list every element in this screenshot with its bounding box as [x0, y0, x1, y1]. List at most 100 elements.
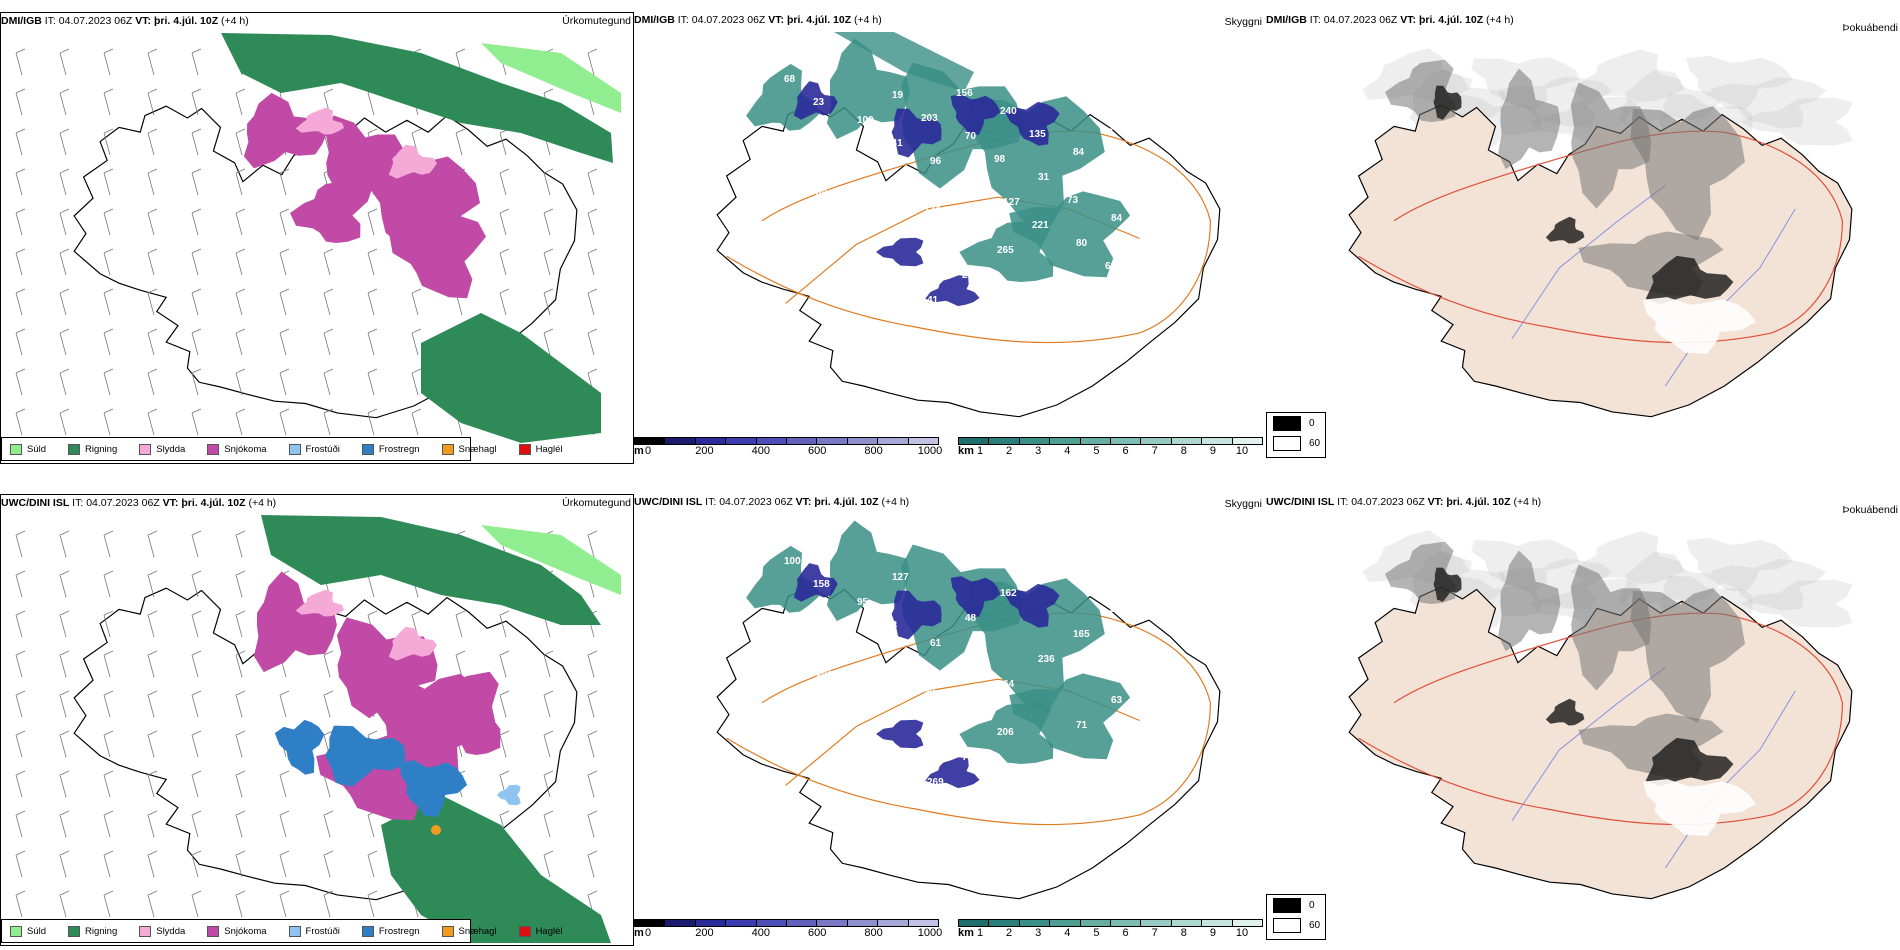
fog-legend: 0 60: [1266, 412, 1326, 458]
iceland-map: [1348, 530, 1853, 900]
cloud-base-value: 98: [994, 154, 1006, 165]
legend-swatch: [139, 925, 152, 937]
cloud-base-value: 63: [1111, 695, 1123, 706]
cloud-base-colorbar: m 0 200 400 600 800 1000: [634, 919, 942, 941]
m-tick-label: 1000: [917, 445, 943, 457]
cloud-base-value: 165: [1073, 629, 1090, 640]
cloud-base-value: 127: [892, 572, 909, 583]
km-tick-label: 2: [1006, 927, 1013, 939]
cloud-base-value: 59: [1035, 563, 1047, 574]
iceland-map: [1348, 48, 1853, 418]
legend-label: Frostregn: [378, 925, 420, 937]
km-tick-label: 7: [1151, 927, 1158, 939]
cloud-base-value: 120: [889, 711, 906, 722]
cloud-base-value: 61: [930, 638, 942, 649]
cloud-base-value: 100: [784, 556, 801, 567]
fog-legend-label-0: 0: [1309, 417, 1315, 429]
legend-label: Slydda: [156, 925, 186, 937]
precip-panel-row2: UWC/DINI ISL IT: 04.07.2023 06Z VT: þri.…: [0, 494, 634, 946]
panel-type-label: Þokuábendi: [1842, 504, 1898, 516]
legend-label: Slydda: [156, 443, 186, 455]
precip-legend: Súld Rigning Slydda Snjókoma Frostúði Frostre…: [1, 437, 563, 461]
m-tick-label: 400: [751, 927, 770, 939]
m-tick-label: 600: [808, 445, 827, 457]
fog-map: [1348, 530, 1853, 900]
km-tick-label: 10: [1235, 927, 1249, 939]
cloud-base-value: 100: [857, 115, 874, 126]
legend-item-snjókoma: Snjókoma: [207, 443, 267, 455]
cloud-base-value: 84: [1035, 81, 1047, 92]
legend-item-frostúði: Frostúði: [288, 925, 340, 937]
cloud-base-value: 84: [1111, 213, 1123, 224]
legend-label: Frostúði: [305, 925, 340, 937]
cloud-base-value: 265: [997, 245, 1014, 256]
iceland-map: [15, 33, 621, 443]
fog-legend-label-60: 60: [1309, 437, 1321, 449]
cloud-base-value: 77: [959, 179, 971, 190]
legend-swatch: [518, 443, 531, 455]
precip-panel-row1: DMI/IGB IT: 04.07.2023 06Z VT: þri. 4.jú…: [0, 12, 634, 464]
cloud-base-value: 9420: [819, 279, 842, 290]
cloud-base-value: 73: [1067, 195, 1079, 206]
legend-swatch: [207, 443, 220, 455]
panel-header: UWC/DINI ISL IT: 04.07.2023 06Z VT: þri.…: [1266, 496, 1542, 508]
cloud-base-value: 95: [857, 597, 869, 608]
cloud-base-value: 93: [886, 620, 898, 631]
cloud-base-value: 71: [1076, 720, 1088, 731]
visibility-panel-row1: DMI/IGB IT: 04.07.2023 06Z VT: þri. 4.jú…: [634, 12, 1264, 462]
fog-legend-label-0: 0: [1309, 899, 1315, 911]
visibility-map: 100 95 61 64 71 66 127 48 236 63 65 269 162 165 201 120…: [716, 520, 1221, 900]
cloud-base-value: 206: [997, 727, 1014, 738]
fog-map: [1348, 48, 1853, 418]
fog-legend: 0 60: [1266, 894, 1326, 940]
cloud-base-value: 145: [851, 163, 868, 174]
iceland-map: 100 95 61 64 71 66 127 48 236 63 65 269 162 165 201 120…: [716, 520, 1221, 900]
m-unit-label: m: [634, 927, 644, 939]
panel-header: DMI/IGB IT: 04.07.2023 06Z VT: þri. 4.jú…: [634, 14, 882, 26]
iceland-map: 68 100 96 127 80 9420 19 70 31 84 63 41 240 84 89 49 24 8…: [716, 32, 1221, 418]
m-tick-label: 600: [808, 927, 827, 939]
cloud-base-value: 19: [892, 90, 904, 101]
km-tick-label: 8: [1180, 445, 1187, 457]
cloud-base-value: 48: [965, 613, 977, 624]
km-tick-label: 5: [1093, 927, 1100, 939]
panel-header: DMI/IGB IT: 04.07.2023 06Z VT: þri. 4.jú…: [1266, 14, 1514, 26]
legend-label: Súld: [27, 443, 47, 455]
legend-item-haglél: Haglél: [518, 925, 563, 937]
km-tick-label: 10: [1235, 445, 1249, 457]
km-tick-label: 7: [1151, 445, 1158, 457]
km-tick-label: 3: [1035, 445, 1042, 457]
legend-swatch: [288, 925, 301, 937]
legend-swatch: [10, 925, 22, 937]
fog-panel-row2: UWC/DINI ISL IT: 04.07.2023 06Z VT: þri.…: [1266, 494, 1900, 944]
legend-label: Rigning: [85, 925, 118, 937]
cloud-base-colorbar: m 0 200 400 600 800 1000: [634, 437, 943, 459]
panel-header: UWC/DINI ISL IT: 04.07.2023 06Z VT: þri.…: [634, 496, 910, 508]
km-tick-label: 2: [1006, 445, 1013, 457]
km-tick-label: 4: [1064, 445, 1071, 457]
legend-swatch: [68, 925, 81, 937]
legend-label: Rigning: [85, 443, 118, 455]
legend-item-súld: Súld: [10, 925, 46, 937]
precip-map: [15, 33, 621, 443]
legend-label: Snæhagl: [458, 443, 497, 455]
cloud-base-value: 135: [1029, 129, 1046, 140]
fog-panel-row1: DMI/IGB IT: 04.07.2023 06Z VT: þri. 4.jú…: [1266, 12, 1900, 462]
m-tick-label: 0: [644, 445, 652, 457]
legend-swatch: [441, 443, 454, 455]
km-tick-label: 6: [1122, 927, 1129, 939]
km-tick-label: 4: [1064, 927, 1071, 939]
fog-legend-label-60: 60: [1309, 919, 1321, 931]
legend-item-snjókoma: Snjókoma: [207, 925, 267, 937]
cloud-base-value: 63: [854, 254, 866, 265]
cloud-base-value: 70: [965, 131, 977, 142]
cloud-base-value: 377: [1108, 122, 1125, 133]
cloud-base-value: 23: [813, 97, 825, 108]
legend-label: Snæhagl: [458, 925, 497, 937]
panel-header: DMI/IGB IT: 04.07.2023 06Z VT: þri. 4.jú…: [1, 15, 249, 27]
m-tick-label: 200: [695, 927, 714, 939]
legend-label: Frostregn: [378, 443, 420, 455]
km-tick-label: 9: [1209, 927, 1216, 939]
fog-legend-swatch-60: [1273, 435, 1301, 451]
legend-item-haglél: Haglél: [518, 443, 563, 455]
